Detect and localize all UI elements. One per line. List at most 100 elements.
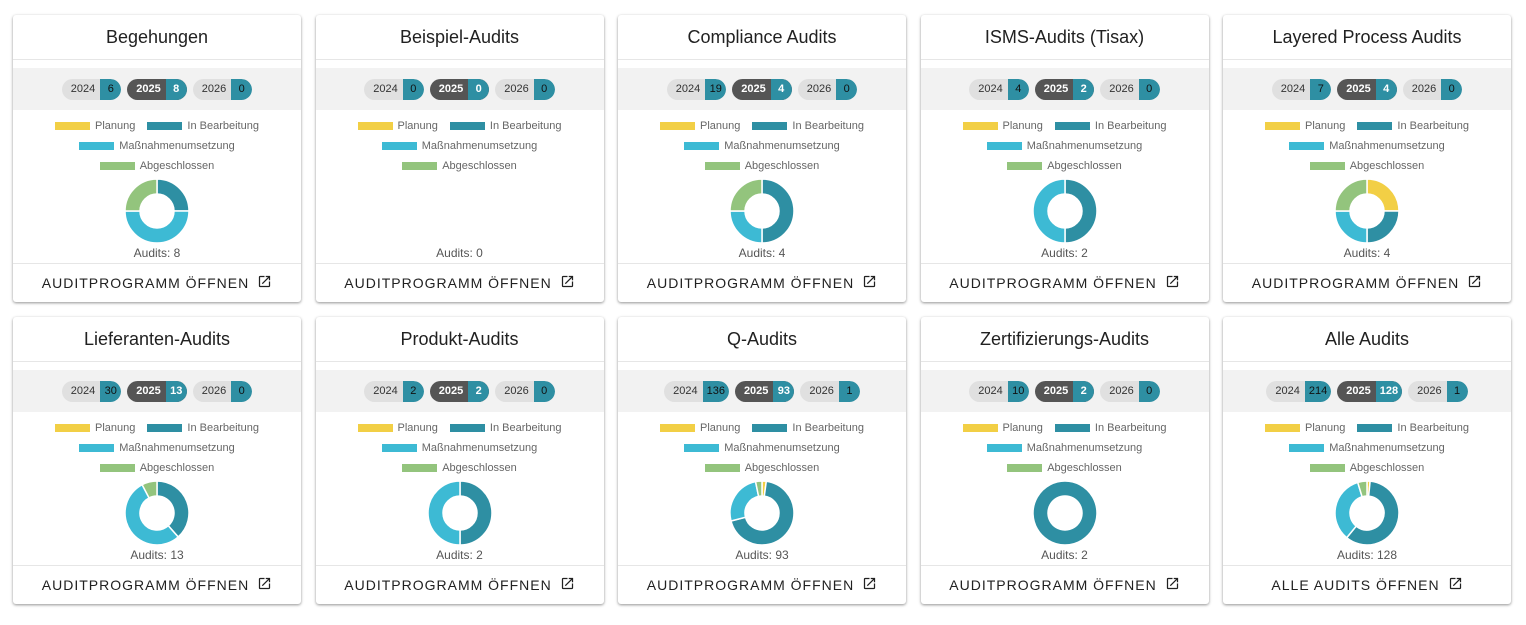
- open-audit-program-button[interactable]: AUDITPROGRAMM ÖFFNEN: [315, 565, 604, 604]
- legend-item-in_bearbeitung[interactable]: In Bearbeitung: [752, 120, 864, 132]
- year-chip-2025[interactable]: 2025 8: [127, 78, 187, 100]
- year-chip-2026[interactable]: 2026 0: [1100, 78, 1160, 100]
- legend-item-massnahmen[interactable]: Maßnahmenumsetzung: [684, 140, 840, 152]
- legend-item-planung[interactable]: Planung: [1265, 120, 1345, 132]
- year-chip-2024[interactable]: 2024 6: [61, 78, 122, 100]
- year-chip-2024[interactable]: 2024 19: [666, 78, 727, 100]
- legend-item-massnahmen[interactable]: Maßnahmenumsetzung: [79, 442, 235, 454]
- donut-slice-massnahmen[interactable]: [1335, 210, 1368, 243]
- legend-item-massnahmen[interactable]: Maßnahmenumsetzung: [1289, 442, 1445, 454]
- legend-item-in_bearbeitung[interactable]: In Bearbeitung: [1357, 422, 1469, 434]
- legend-item-in_bearbeitung[interactable]: In Bearbeitung: [752, 422, 864, 434]
- year-chip-2026[interactable]: 2026 0: [495, 380, 555, 402]
- open-audit-program-button[interactable]: AUDITPROGRAMM ÖFFNEN: [618, 263, 906, 302]
- legend-item-in_bearbeitung[interactable]: In Bearbeitung: [449, 120, 561, 132]
- donut-slice-in_bearbeitung[interactable]: [730, 481, 794, 545]
- open-audit-program-button[interactable]: AUDITPROGRAMM ÖFFNEN: [13, 565, 301, 604]
- donut-slice-in_bearbeitung[interactable]: [156, 481, 189, 539]
- legend-item-abgeschlossen[interactable]: Abgeschlossen: [1007, 160, 1122, 172]
- legend-item-massnahmen[interactable]: Maßnahmenumsetzung: [684, 442, 840, 454]
- donut-slice-abgeschlossen[interactable]: [1335, 179, 1368, 212]
- legend-item-abgeschlossen[interactable]: Abgeschlossen: [99, 462, 214, 474]
- donut-slice-abgeschlossen[interactable]: [754, 481, 763, 498]
- open-audit-program-button[interactable]: AUDITPROGRAMM ÖFFNEN: [920, 263, 1209, 302]
- donut-slice-massnahmen[interactable]: [730, 481, 760, 522]
- year-chip-2025[interactable]: 2025 2: [429, 380, 490, 402]
- year-chip-2026[interactable]: 2026 0: [1402, 78, 1463, 100]
- legend-item-abgeschlossen[interactable]: Abgeschlossen: [402, 462, 517, 474]
- legend-item-abgeschlossen[interactable]: Abgeschlossen: [99, 160, 214, 172]
- donut-slice-abgeschlossen[interactable]: [141, 481, 158, 499]
- year-chip-2024[interactable]: 2024 2: [364, 380, 424, 402]
- year-chip-2025[interactable]: 2025 128: [1337, 380, 1403, 402]
- open-audit-program-button[interactable]: AUDITPROGRAMM ÖFFNEN: [315, 263, 604, 302]
- year-chip-2026[interactable]: 2026 0: [192, 380, 253, 402]
- legend-item-in_bearbeitung[interactable]: In Bearbeitung: [449, 422, 561, 434]
- year-chip-2025[interactable]: 2025 13: [127, 380, 187, 402]
- year-chip-2026[interactable]: 2026 0: [797, 78, 858, 100]
- legend-item-in_bearbeitung[interactable]: In Bearbeitung: [147, 422, 259, 434]
- year-chip-2024[interactable]: 2024 10: [969, 380, 1029, 402]
- year-chip-2024[interactable]: 2024 214: [1266, 380, 1332, 402]
- open-audit-program-button[interactable]: AUDITPROGRAMM ÖFFNEN: [1223, 263, 1511, 302]
- open-audit-program-button[interactable]: AUDITPROGRAMM ÖFFNEN: [618, 565, 906, 604]
- donut-slice-in_bearbeitung[interactable]: [458, 481, 492, 545]
- legend-item-massnahmen[interactable]: Maßnahmenumsetzung: [79, 140, 235, 152]
- legend-item-in_bearbeitung[interactable]: In Bearbeitung: [1054, 422, 1166, 434]
- year-chip-2026[interactable]: 2026 1: [800, 380, 860, 402]
- donut-slice-abgeschlossen[interactable]: [730, 179, 763, 212]
- legend-item-abgeschlossen[interactable]: Abgeschlossen: [1007, 462, 1122, 474]
- donut-slice-planung[interactable]: [1366, 179, 1399, 212]
- legend-item-in_bearbeitung[interactable]: In Bearbeitung: [147, 120, 259, 132]
- open-audit-program-button[interactable]: AUDITPROGRAMM ÖFFNEN: [920, 565, 1209, 604]
- legend-item-planung[interactable]: Planung: [55, 120, 135, 132]
- year-chip-2026[interactable]: 2026 0: [192, 78, 253, 100]
- donut-slice-in_bearbeitung[interactable]: [156, 179, 189, 212]
- donut-slice-abgeschlossen[interactable]: [1356, 481, 1368, 498]
- legend-item-planung[interactable]: Planung: [962, 120, 1043, 132]
- legend-item-planung[interactable]: Planung: [357, 422, 438, 434]
- legend-item-abgeschlossen[interactable]: Abgeschlossen: [704, 160, 819, 172]
- year-chip-2025[interactable]: 2025 4: [732, 78, 792, 100]
- donut-slice-massnahmen[interactable]: [730, 210, 763, 243]
- legend-item-planung[interactable]: Planung: [357, 120, 438, 132]
- donut-slice-massnahmen[interactable]: [427, 481, 461, 545]
- year-chip-2025[interactable]: 2025 93: [734, 380, 795, 402]
- donut-slice-in_bearbeitung[interactable]: [1366, 210, 1399, 243]
- year-chip-2025[interactable]: 2025 2: [1034, 380, 1095, 402]
- donut-slice-in_bearbeitung[interactable]: [1345, 481, 1399, 545]
- legend-item-abgeschlossen[interactable]: Abgeschlossen: [704, 462, 819, 474]
- legend-item-abgeschlossen[interactable]: Abgeschlossen: [1309, 462, 1424, 474]
- legend-item-planung[interactable]: Planung: [660, 422, 740, 434]
- open-audit-program-button[interactable]: AUDITPROGRAMM ÖFFNEN: [13, 263, 301, 302]
- donut-slice-in_bearbeitung[interactable]: [1063, 179, 1097, 243]
- year-chip-2026[interactable]: 2026 0: [495, 78, 555, 100]
- year-chip-2024[interactable]: 2024 30: [61, 380, 122, 402]
- donut-slice-massnahmen[interactable]: [125, 483, 180, 545]
- legend-item-abgeschlossen[interactable]: Abgeschlossen: [402, 160, 517, 172]
- open-audit-program-button[interactable]: ALLE AUDITS ÖFFNEN: [1223, 565, 1511, 604]
- donut-slice-massnahmen[interactable]: [125, 210, 189, 243]
- donut-slice-abgeschlossen[interactable]: [125, 179, 158, 212]
- legend-item-in_bearbeitung[interactable]: In Bearbeitung: [1357, 120, 1469, 132]
- legend-item-massnahmen[interactable]: Maßnahmenumsetzung: [1289, 140, 1445, 152]
- donut-slice-massnahmen[interactable]: [1032, 179, 1066, 243]
- year-chip-2024[interactable]: 2024 4: [969, 78, 1029, 100]
- legend-item-massnahmen[interactable]: Maßnahmenumsetzung: [986, 442, 1142, 454]
- donut-slice-in_bearbeitung[interactable]: [761, 179, 794, 243]
- year-chip-2025[interactable]: 2025 4: [1337, 78, 1397, 100]
- donut-slice-in_bearbeitung[interactable]: [1032, 481, 1097, 545]
- legend-item-planung[interactable]: Planung: [1265, 422, 1345, 434]
- year-chip-2026[interactable]: 2026 0: [1100, 380, 1160, 402]
- year-chip-2024[interactable]: 2024 7: [1271, 78, 1332, 100]
- year-chip-2024[interactable]: 2024 136: [664, 380, 729, 402]
- legend-item-planung[interactable]: Planung: [55, 422, 135, 434]
- legend-item-planung[interactable]: Planung: [962, 422, 1043, 434]
- legend-item-abgeschlossen[interactable]: Abgeschlossen: [1309, 160, 1424, 172]
- legend-item-massnahmen[interactable]: Maßnahmenumsetzung: [381, 140, 537, 152]
- legend-item-in_bearbeitung[interactable]: In Bearbeitung: [1054, 120, 1166, 132]
- legend-item-massnahmen[interactable]: Maßnahmenumsetzung: [381, 442, 537, 454]
- year-chip-2024[interactable]: 2024 0: [364, 78, 424, 100]
- legend-item-planung[interactable]: Planung: [660, 120, 740, 132]
- year-chip-2025[interactable]: 2025 2: [1034, 78, 1095, 100]
